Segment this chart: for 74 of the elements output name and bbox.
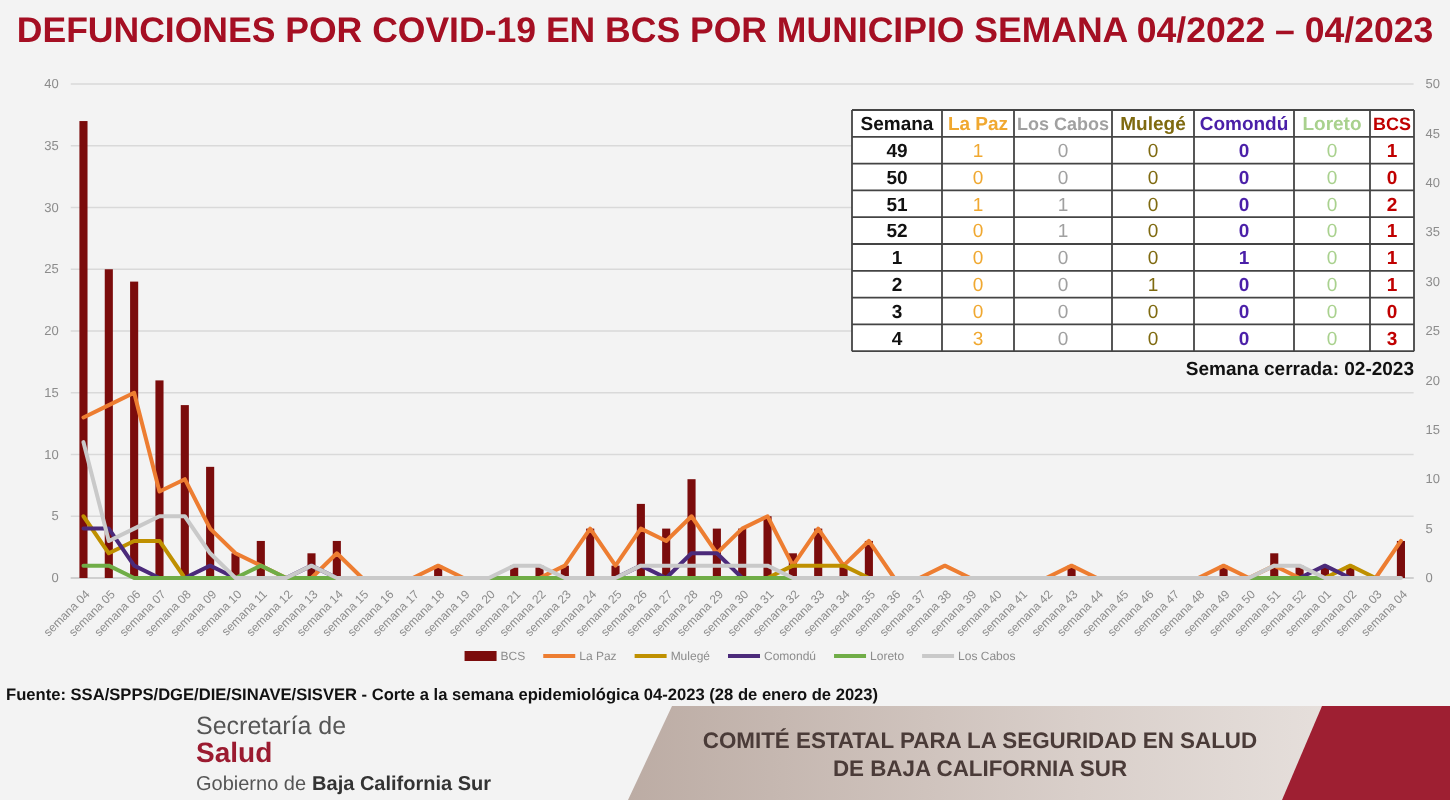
data-label: 0 — [1326, 328, 1338, 351]
data-label: 0 — [1057, 248, 1069, 271]
data-label: 0 — [972, 167, 984, 190]
data-label: 0 — [1147, 141, 1159, 164]
x-tick-label: Mulegé — [1120, 114, 1186, 137]
chart-title: DEFUNCIONES POR COVID-19 EN BCS POR MUNICIPIO SEMANA 04/2022 – 04/2023 — [16, 10, 1434, 50]
data-label: 0 — [1147, 221, 1159, 244]
data-label: 1 — [1057, 194, 1069, 217]
text: Salud — [196, 736, 273, 768]
data-label: 0 — [1238, 141, 1250, 164]
data-label: 0 — [972, 248, 984, 271]
data-label: 1 — [1386, 275, 1399, 298]
data-label: 1 — [1057, 221, 1069, 244]
x-tick-label: La Paz — [947, 114, 1009, 137]
y-tick-label: 51 — [886, 194, 909, 217]
x-tick-label: BCS — [1373, 113, 1411, 134]
data-label: 0 — [1147, 328, 1159, 351]
data-label: 0 — [1326, 141, 1338, 164]
data-label: 0 — [1326, 167, 1338, 190]
y-tick-label: 3 — [891, 301, 903, 324]
data-label: 0 — [1147, 301, 1159, 324]
text: COMITÉ ESTATAL PARA LA SEGURIDAD EN SALUD — [702, 728, 1258, 754]
data-label: 1 — [1386, 248, 1399, 271]
bar — [130, 281, 139, 578]
data-label: 0 — [1057, 301, 1069, 324]
data-label: 0 — [1057, 167, 1069, 190]
bar — [79, 121, 88, 578]
data-label: 0 — [1386, 167, 1398, 190]
text: Gobierno de — [196, 774, 307, 796]
data-label: 1 — [1238, 248, 1251, 271]
data-label: 0 — [1147, 194, 1159, 217]
data-label: 2 — [1386, 194, 1398, 217]
data-label: 0 — [1238, 194, 1250, 217]
text: Baja California Sur — [312, 774, 492, 796]
data-label: 0 — [1326, 221, 1338, 244]
data-label: 0 — [972, 275, 984, 298]
data-label: 1 — [1386, 141, 1399, 164]
x-tick-label: Loreto — [1302, 114, 1362, 137]
data-label: 1 — [972, 194, 984, 217]
data-label: 0 — [1057, 275, 1069, 298]
text: Secretaría de — [196, 712, 347, 740]
data-label: 0 — [1326, 194, 1338, 217]
y-tick-label: 4 — [891, 328, 904, 351]
data-label: 0 — [1238, 167, 1250, 190]
data-label: 0 — [1238, 221, 1250, 244]
text: DE BAJA CALIFORNIA SUR — [832, 758, 1128, 782]
data-label: 0 — [1238, 275, 1250, 298]
data-label: 0 — [1238, 328, 1250, 351]
x-tick-label: Comondú — [1199, 114, 1289, 137]
x-tick-label: Los Cabos — [1017, 113, 1109, 134]
data-label: 0 — [972, 301, 984, 324]
data-label: 0 — [1326, 248, 1338, 271]
y-tick-label: 50 — [886, 167, 908, 190]
data-label: 1 — [972, 141, 984, 164]
y-tick-label: 52 — [886, 221, 908, 244]
data-label: 0 — [1326, 301, 1338, 324]
data-label: 1 — [1386, 221, 1399, 244]
data-label: 0 — [1147, 167, 1159, 190]
annotation: Semana cerrada: 02-2023 — [1185, 359, 1414, 382]
data-label: 0 — [1326, 275, 1338, 298]
data-label: 0 — [1386, 301, 1398, 324]
data-label: 0 — [972, 221, 984, 244]
y-tick-label: 49 — [886, 141, 908, 164]
y-tick-label: 1 — [891, 248, 904, 271]
y-axis-title: Semana — [860, 114, 935, 137]
data-label: 0 — [1147, 248, 1159, 271]
data-label: 3 — [972, 328, 984, 351]
data-label: 0 — [1238, 301, 1250, 324]
data-label: 0 — [1057, 328, 1069, 351]
data-label: 0 — [1057, 141, 1069, 164]
data-label: 3 — [1386, 328, 1398, 351]
data-label: 1 — [1147, 275, 1159, 298]
y-tick-label: 2 — [891, 275, 903, 298]
source-note: Fuente: SSA/SPPS/DGE/DIE/SINAVE/SISVER - Corte a la semana epidemiológica 04-2023 (28 de enero de 2023) — [6, 684, 879, 704]
